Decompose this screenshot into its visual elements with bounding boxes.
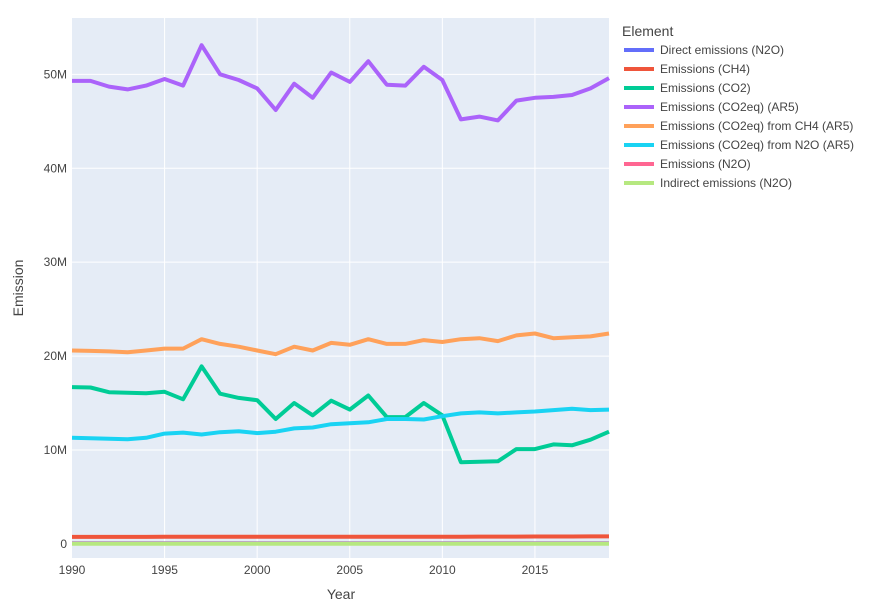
series-line-emissions-ch4: [72, 534, 609, 539]
plot-background: [72, 18, 609, 558]
legend-label: Emissions (CO2eq) from CH4 (AR5): [660, 119, 853, 133]
x-axis-title: Year: [327, 586, 356, 602]
legend-label: Direct emissions (N2O): [660, 43, 784, 57]
x-tick-label: 2015: [522, 563, 549, 577]
y-axis-title: Emission: [10, 260, 26, 317]
legend-label: Emissions (CH4): [660, 62, 750, 76]
series-line-emissions-co2eq-from-n2o-ar5: [71, 406, 610, 442]
legend-title: Element: [622, 23, 673, 39]
legend-item-direct-emissions-n2o[interactable]: Direct emissions (N2O): [624, 43, 784, 57]
legend: Element Direct emissions (N2O) Emissions …: [622, 23, 854, 190]
x-tick-label: 1995: [151, 563, 178, 577]
legend-item-indirect-emissions-n2o[interactable]: Indirect emissions (N2O): [624, 176, 792, 190]
y-tick-label: 0: [60, 537, 67, 551]
legend-label: Emissions (N2O): [660, 157, 751, 171]
x-tick-label: 2005: [336, 563, 363, 577]
series-line-emissions-co2eq-ar5: [72, 43, 610, 123]
legend-label: Indirect emissions (N2O): [660, 176, 792, 190]
legend-label: Emissions (CO2eq) (AR5): [660, 100, 799, 114]
y-axis-ticks: 0 10M 20M 30M 40M 50M: [44, 67, 68, 551]
y-tick-label: 30M: [44, 255, 67, 269]
legend-item-emissions-co2eq-from-n2o-ar5[interactable]: Emissions (CO2eq) from N2O (AR5): [624, 138, 854, 152]
legend-item-emissions-n2o[interactable]: Emissions (N2O): [624, 157, 751, 171]
legend-item-emissions-co2[interactable]: Emissions (CO2): [624, 81, 751, 95]
series-lines: [71, 43, 610, 546]
legend-item-emissions-co2eq-from-ch4-ar5[interactable]: Emissions (CO2eq) from CH4 (AR5): [624, 119, 853, 133]
y-tick-label: 40M: [44, 161, 67, 175]
y-tick-label: 50M: [44, 67, 67, 81]
series-line-emissions-co2: [71, 364, 610, 465]
x-tick-label: 2010: [429, 563, 456, 577]
y-tick-label: 20M: [44, 349, 67, 363]
series-line-emissions-co2eq-from-ch4-ar5: [71, 331, 610, 357]
x-axis-ticks: 1990 1995 2000 2005 2010 2015: [59, 563, 549, 577]
y-tick-label: 10M: [44, 443, 67, 457]
x-tick-label: 1990: [59, 563, 86, 577]
legend-label: Emissions (CO2): [660, 81, 751, 95]
legend-item-emissions-ch4[interactable]: Emissions (CH4): [624, 62, 750, 76]
legend-item-emissions-co2eq-ar5[interactable]: Emissions (CO2eq) (AR5): [624, 100, 799, 114]
legend-label: Emissions (CO2eq) from N2O (AR5): [660, 138, 854, 152]
x-tick-label: 2000: [244, 563, 271, 577]
